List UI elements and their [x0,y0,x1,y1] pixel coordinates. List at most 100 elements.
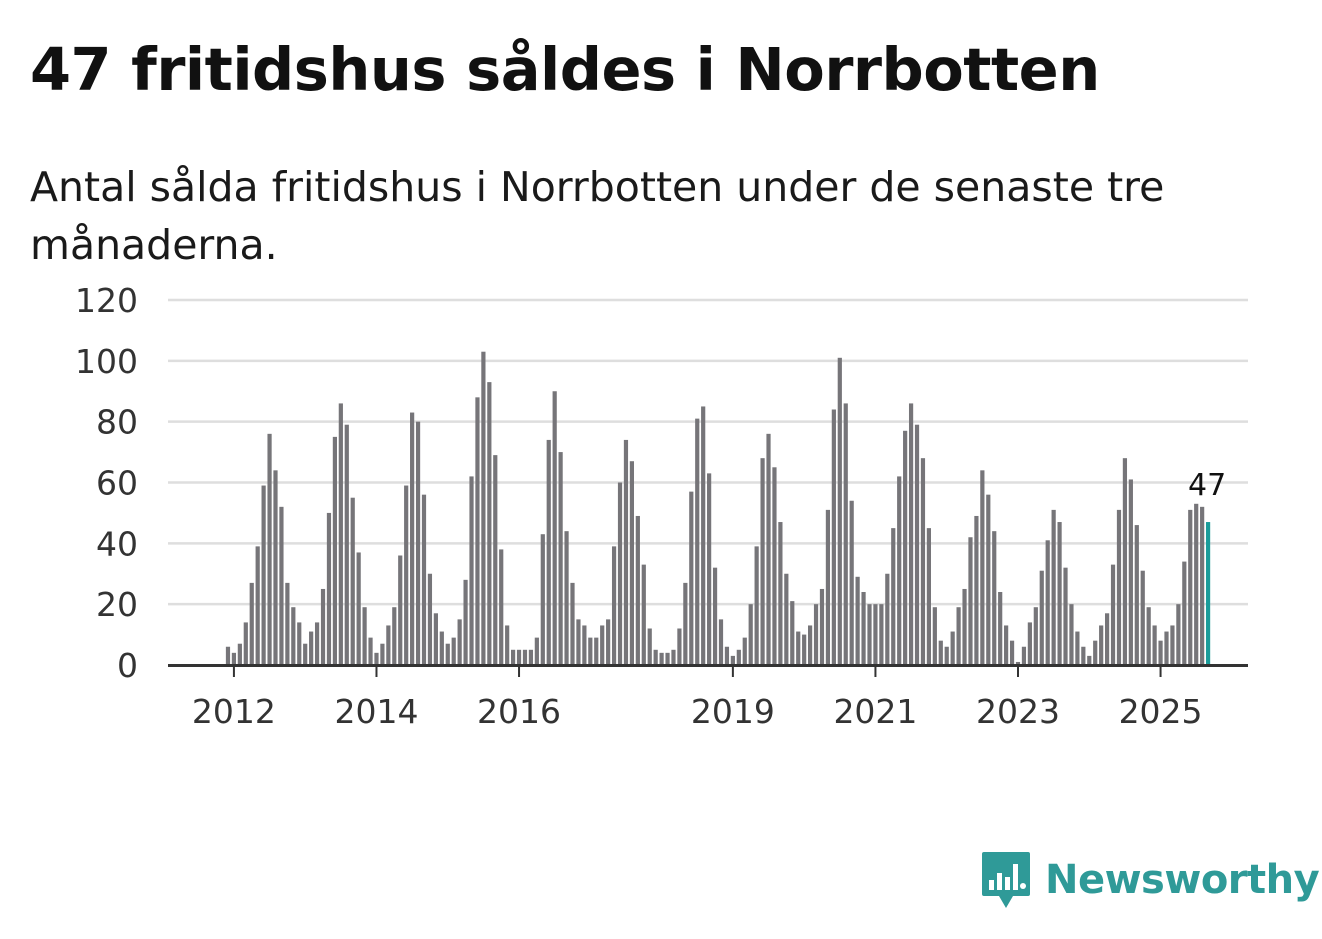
bar [475,397,480,665]
bar [992,531,997,665]
bar [873,604,878,665]
bar [724,646,730,665]
bar [1004,625,1009,665]
bar [659,652,664,665]
bar [285,582,290,665]
bar [855,576,860,665]
bar [540,534,545,665]
bar [1122,458,1128,665]
bar [1051,509,1056,665]
x-axis-ticks: 2012 2014 2016 2019 2021 2023 2025 [192,665,1203,731]
bar [1116,509,1122,665]
bar [611,546,617,665]
bar [511,649,516,665]
bar [1188,509,1193,665]
bar [273,470,278,665]
bar [421,494,427,665]
y-tick-label-40: 40 [96,524,138,563]
bar [891,528,896,665]
bar [552,391,557,665]
bar [635,515,640,665]
bar [766,433,771,665]
bar [1194,503,1199,665]
bar [701,406,706,665]
bar [980,470,985,665]
chart-title: 47 fritidshus såldes i Norrbotten [30,35,1100,104]
bar [772,467,777,665]
bar [665,652,670,665]
bar [968,537,973,665]
bar [938,640,943,665]
x-tick-label-2012: 2012 [192,692,276,731]
bar [825,509,831,665]
bar [1164,631,1169,665]
x-tick-label-2021: 2021 [833,692,917,731]
bar [1063,567,1068,665]
bar [314,622,320,665]
bar [505,625,510,665]
y-tick-label-120: 120 [75,281,138,320]
bar [445,643,450,665]
x-tick-label-2023: 2023 [976,692,1060,731]
bar [410,412,415,665]
bar [617,482,623,665]
bar [1057,522,1062,665]
bar [380,643,385,665]
bar [451,637,456,665]
bar [1176,604,1181,665]
bar [932,607,937,665]
bar [760,458,765,665]
chart-subtitle: Antal sålda fritidshus i Norrbotten unde… [30,163,1165,269]
bar [641,564,646,665]
annotations: 47 [1188,468,1226,503]
newsworthy-logo[interactable]: Newsworthy [981,850,1320,910]
bar [249,582,254,665]
bar [784,573,789,665]
bar [689,491,694,665]
bar [736,649,741,665]
bar [1182,561,1187,665]
bar [558,452,563,665]
bar [974,515,979,665]
bar [677,628,682,665]
bars [225,351,1211,665]
bar [297,622,302,665]
bar [309,631,314,665]
bar [1087,655,1092,665]
bar [879,604,884,665]
bar [1105,613,1110,665]
bar [516,649,522,665]
bar [1170,625,1175,665]
bar [243,622,248,665]
y-axis-tick-labels: 0 20 40 60 80 100 120 [75,281,138,685]
bar [368,637,373,665]
bar [1093,640,1098,665]
bar [813,604,819,665]
bar [1134,525,1139,665]
bar [457,619,462,665]
bar [332,436,337,665]
bar [404,485,409,665]
x-tick-label-2025: 2025 [1119,692,1203,731]
bar [362,607,367,665]
bar [707,473,712,665]
bar [606,619,611,665]
bar [908,403,914,665]
bar [350,497,355,665]
bar [1027,622,1032,665]
bar [903,430,908,665]
bar [433,613,438,665]
bar [998,592,1003,665]
bar [261,485,266,665]
bar [819,588,825,665]
bar [653,649,658,665]
bar [534,637,539,665]
bar [392,607,397,665]
bar [1039,570,1044,665]
bar [469,476,474,665]
bar [338,403,343,665]
bar [255,546,260,665]
bar [546,439,551,665]
bar [754,546,759,665]
bar [594,637,599,665]
